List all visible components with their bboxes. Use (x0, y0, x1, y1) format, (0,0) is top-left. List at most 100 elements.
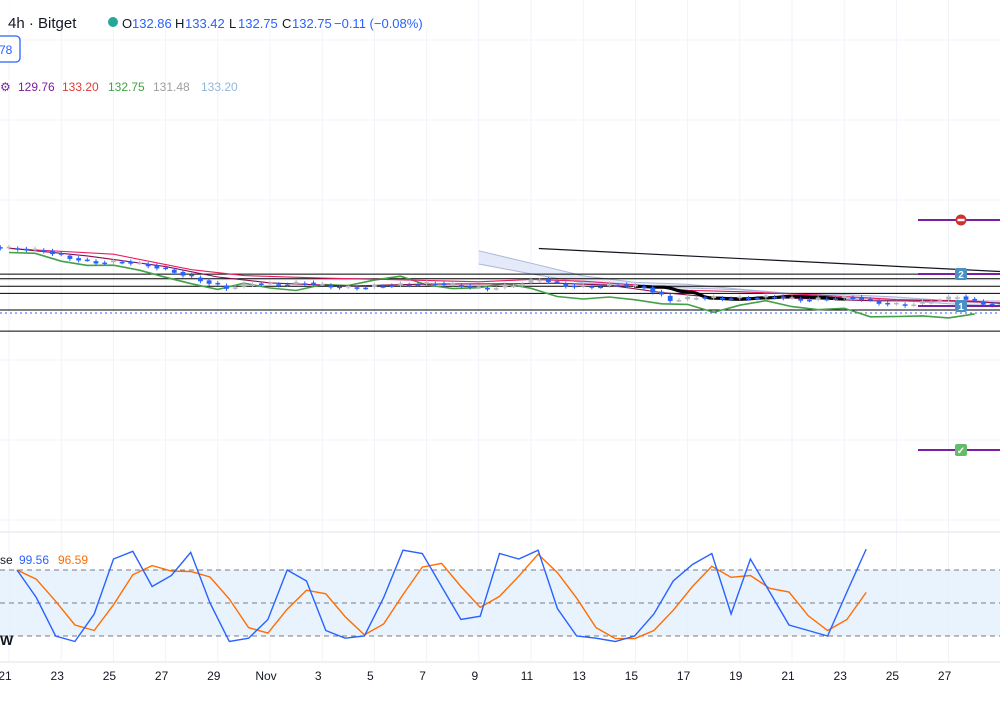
cloud-upper-line (478, 250, 1000, 302)
candle-body (702, 297, 708, 299)
x-tick-label: 21 (0, 669, 12, 683)
candle-body (128, 261, 134, 264)
candle-body (432, 283, 438, 286)
candle-body (224, 285, 229, 289)
stoch-left-mark: W (0, 632, 14, 648)
stochastic-legend: se 99.56 96.59 W (0, 553, 88, 648)
marker-label: 1 (958, 302, 964, 313)
candle-body (93, 261, 99, 264)
x-tick-label: 3 (315, 669, 322, 683)
candle-body (589, 286, 595, 288)
candle-body (685, 296, 690, 300)
candle-body (467, 286, 473, 288)
lagging-span-line (8, 251, 975, 319)
candle-body (15, 248, 21, 250)
x-tick-label: 11 (521, 669, 534, 683)
candle-body (615, 285, 621, 287)
candle-body (258, 283, 264, 285)
ichimoku-values: ⚙ 129.76 133.20 132.75 131.48 133.20 (0, 80, 238, 94)
candle-body (633, 284, 638, 287)
candle-body (58, 253, 64, 255)
candle-body (954, 297, 960, 299)
header-legend: 4h · Bitget O 132.86 H 133.42 L 132.75 C… (0, 0, 440, 32)
trendline-group (538, 247, 1000, 273)
span-b-value: 133.20 (201, 80, 238, 94)
candle-body (84, 259, 90, 262)
candle-body (50, 250, 55, 255)
open-value: 132.86 (132, 16, 172, 31)
candle-body (676, 300, 682, 302)
candle-body (963, 296, 969, 300)
badge-box[interactable]: 78 (0, 35, 21, 63)
candle-body (24, 248, 29, 251)
candle-body (380, 286, 386, 288)
high-value: 133.42 (185, 16, 225, 31)
candle-body (354, 287, 360, 289)
candle-body (546, 278, 551, 283)
candle-body (798, 298, 804, 301)
candle-body (285, 284, 290, 287)
candle-body (981, 301, 986, 305)
candle-body (780, 296, 786, 299)
live-status-dot (108, 17, 118, 27)
x-tick-label: 7 (419, 669, 426, 683)
candle-body (720, 298, 725, 300)
candle-body (311, 282, 316, 285)
candle-body (163, 267, 168, 270)
candle-body (119, 261, 125, 264)
low-value: 132.75 (238, 16, 278, 31)
stop-icon-bar (957, 218, 965, 222)
stoch-k-value: 99.56 (19, 553, 49, 567)
candle-body (145, 264, 151, 267)
candle-body (215, 282, 221, 285)
candle-body (850, 297, 856, 299)
stoch-label: se (0, 553, 13, 567)
candle-body (180, 271, 186, 276)
x-tick-label: 27 (155, 669, 169, 683)
base-value: 133.20 (62, 80, 99, 94)
candle-body (250, 284, 255, 286)
low-label: L (229, 16, 236, 31)
candle-body (885, 302, 891, 305)
candle-body (746, 298, 751, 300)
x-tick-label: 21 (781, 669, 795, 683)
x-tick-label: 9 (471, 669, 478, 683)
candle-body (111, 260, 116, 263)
candle-body (459, 285, 464, 287)
candle-body (972, 298, 978, 301)
badge-text: 78 (0, 43, 13, 57)
candle-body (572, 285, 577, 288)
candle-body (876, 300, 882, 304)
x-tick-label: 23 (51, 669, 65, 683)
trendline (538, 247, 1000, 273)
position-markers: 2 1 ✓ (918, 214, 1000, 457)
x-tick-label: 15 (625, 669, 639, 683)
candle-body (476, 286, 482, 288)
high-label: H (175, 16, 184, 31)
candle-body (319, 283, 325, 286)
marker-box (955, 300, 967, 312)
x-tick-label: 27 (938, 669, 952, 683)
candle-body (232, 287, 238, 289)
candle-body (667, 295, 673, 301)
candle-body (154, 265, 160, 269)
candle-body (728, 298, 734, 300)
x-tick-label: 13 (573, 669, 587, 683)
candle-body (189, 274, 195, 277)
marker-box (955, 444, 967, 456)
close-label: C (282, 16, 291, 31)
marker-label: ✓ (957, 446, 965, 457)
candle-body (989, 303, 995, 306)
candle-body (32, 248, 38, 251)
candle-body (206, 280, 212, 284)
x-tick-label: 25 (103, 669, 117, 683)
candle-body (624, 284, 630, 287)
candle-body (833, 298, 838, 300)
candle-body (276, 284, 282, 286)
candle-body (580, 284, 586, 287)
candle-body (302, 283, 308, 285)
horizontal-levels (0, 273, 1000, 332)
lagging-value: 132.75 (108, 80, 145, 94)
